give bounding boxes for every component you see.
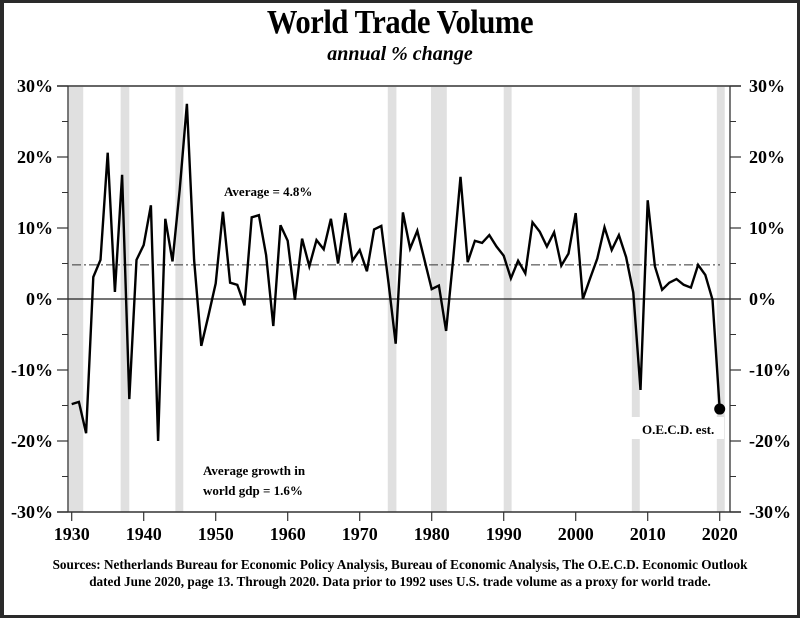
y-tick-label-left: -10% bbox=[11, 360, 53, 380]
x-tick-label: 1960 bbox=[270, 524, 306, 544]
oecd-estimate-marker bbox=[714, 403, 726, 415]
trade-volume-line bbox=[71, 103, 721, 442]
x-tick-label: 2020 bbox=[702, 524, 738, 544]
sources-line-2: dated June 2020, page 13. Through 2020. … bbox=[89, 574, 711, 589]
oecd-label-background bbox=[628, 417, 724, 439]
x-tick-label: 1930 bbox=[54, 524, 90, 544]
y-tick-label-right: -10% bbox=[749, 360, 791, 380]
y-tick-label-left: 30% bbox=[17, 76, 53, 96]
annotations: Average = 4.8% O.E.C.D. est. Average gro… bbox=[203, 184, 724, 498]
series-group bbox=[71, 103, 726, 442]
y-tick-label-right: 10% bbox=[749, 218, 785, 238]
chart-title: World Trade Volume bbox=[266, 4, 534, 41]
y-tick-label-left: 20% bbox=[17, 147, 53, 167]
tick-labels: 30% 30% 20% 20% 10% 10% 0% 0% -10% -10% -20% -20% -3… bbox=[11, 76, 791, 544]
sources-note: Sources: Netherlands Bureau for Economic… bbox=[8, 556, 792, 590]
x-tick-label: 2010 bbox=[630, 524, 666, 544]
gdp-growth-label-line1: Average growth in bbox=[203, 463, 306, 478]
y-tick-label-right: 20% bbox=[749, 147, 785, 167]
gdp-growth-label-line2: world gdp = 1.6% bbox=[203, 483, 303, 498]
y-tick-label-right: -20% bbox=[749, 431, 791, 451]
y-tick-label-left: -30% bbox=[11, 502, 53, 522]
x-tick-label: 1980 bbox=[414, 524, 450, 544]
average-label: Average = 4.8% bbox=[224, 184, 312, 199]
y-tick-label-left: 10% bbox=[17, 218, 53, 238]
x-tick-label: 1990 bbox=[486, 524, 522, 544]
x-tick-label: 1940 bbox=[126, 524, 162, 544]
y-tick-label-right: -30% bbox=[749, 502, 791, 522]
y-tick-label-right: 0% bbox=[749, 289, 776, 309]
y-tick-label-right: 30% bbox=[749, 76, 785, 96]
sources-line-1: Sources: Netherlands Bureau for Economic… bbox=[52, 557, 748, 572]
x-tick-label: 1970 bbox=[342, 524, 378, 544]
y-tick-label-left: -20% bbox=[11, 431, 53, 451]
chart-subtitle: annual % change bbox=[327, 43, 473, 65]
x-tick-label: 2000 bbox=[558, 524, 594, 544]
oecd-estimate-label: O.E.C.D. est. bbox=[642, 422, 714, 437]
y-tick-label-left: 0% bbox=[26, 289, 53, 309]
x-tick-label: 1950 bbox=[198, 524, 234, 544]
